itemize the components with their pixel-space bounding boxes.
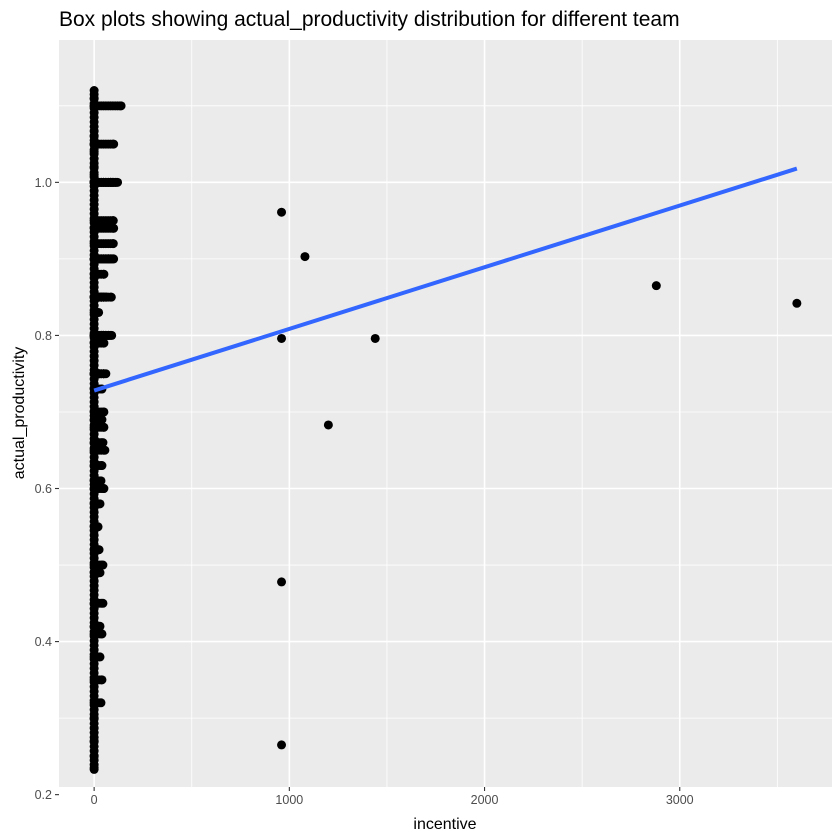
y-tick-label: 0.8	[35, 329, 52, 343]
y-axis-title: actual_productivity	[11, 347, 28, 480]
y-tick-label: 0.4	[35, 635, 52, 649]
x-axis-title: incentive	[413, 816, 476, 833]
x-tick-label: 2000	[471, 793, 499, 807]
x-tick-label: 0	[91, 793, 98, 807]
x-tick-label: 1000	[275, 793, 303, 807]
plot-panel	[59, 40, 832, 787]
regression-line	[93, 166, 798, 393]
x-axis: 0 1000 2000 3000	[91, 787, 694, 807]
minor-gridlines	[59, 40, 832, 787]
y-tick-label: 0.6	[35, 482, 52, 496]
y-tick-label: 1.0	[35, 176, 52, 190]
y-tick-label: 0.2	[35, 788, 52, 802]
x-tick-label: 3000	[666, 793, 694, 807]
chart-title: Box plots showing actual_productivity di…	[59, 8, 680, 31]
y-axis: 0.2 0.4 0.6 0.8 1.0	[35, 176, 59, 802]
data-points	[89, 86, 802, 774]
